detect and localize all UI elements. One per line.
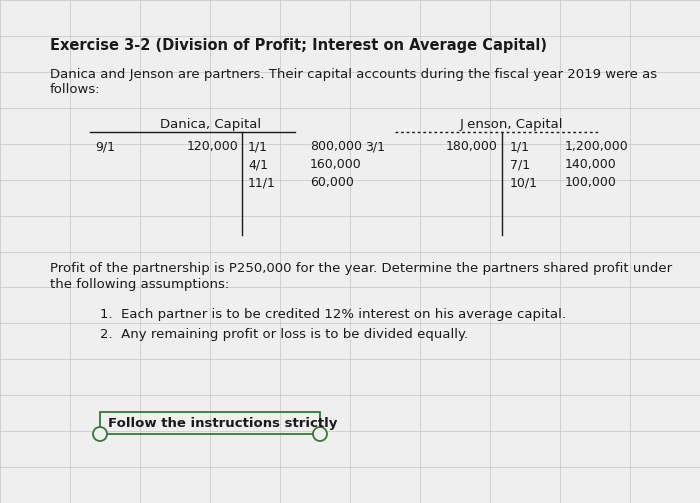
Text: 11/1: 11/1	[248, 176, 276, 189]
Text: 10/1: 10/1	[510, 176, 538, 189]
Text: 160,000: 160,000	[310, 158, 362, 171]
Text: 1,200,000: 1,200,000	[565, 140, 629, 153]
Text: 140,000: 140,000	[565, 158, 617, 171]
Text: 180,000: 180,000	[446, 140, 498, 153]
Text: 7/1: 7/1	[510, 158, 530, 171]
Text: 800,000: 800,000	[310, 140, 362, 153]
Text: 60,000: 60,000	[310, 176, 354, 189]
Text: 100,000: 100,000	[565, 176, 617, 189]
Text: follows:: follows:	[50, 83, 101, 96]
Text: Follow the instructions strictly: Follow the instructions strictly	[108, 416, 337, 430]
Text: Exercise 3-2 (Division of Profit; Interest on Average Capital): Exercise 3-2 (Division of Profit; Intere…	[50, 38, 547, 53]
Text: 2.  Any remaining profit or loss is to be divided equally.: 2. Any remaining profit or loss is to be…	[100, 328, 468, 341]
Text: J enson, Capital: J enson, Capital	[460, 118, 564, 131]
Text: Danica, Capital: Danica, Capital	[160, 118, 261, 131]
Text: 1/1: 1/1	[248, 140, 268, 153]
Text: Danica and Jenson are partners. Their capital accounts during the fiscal year 20: Danica and Jenson are partners. Their ca…	[50, 68, 657, 81]
Text: 9/1: 9/1	[95, 140, 115, 153]
Text: the following assumptions:: the following assumptions:	[50, 278, 230, 291]
Text: 120,000: 120,000	[186, 140, 238, 153]
Circle shape	[93, 427, 107, 441]
Text: Profit of the partnership is P250,000 for the year. Determine the partners share: Profit of the partnership is P250,000 fo…	[50, 262, 672, 275]
Text: 1.  Each partner is to be credited 12% interest on his average capital.: 1. Each partner is to be credited 12% in…	[100, 308, 566, 321]
Text: 4/1: 4/1	[248, 158, 268, 171]
Text: 3/1: 3/1	[365, 140, 385, 153]
Text: 1/1: 1/1	[510, 140, 530, 153]
Circle shape	[313, 427, 327, 441]
